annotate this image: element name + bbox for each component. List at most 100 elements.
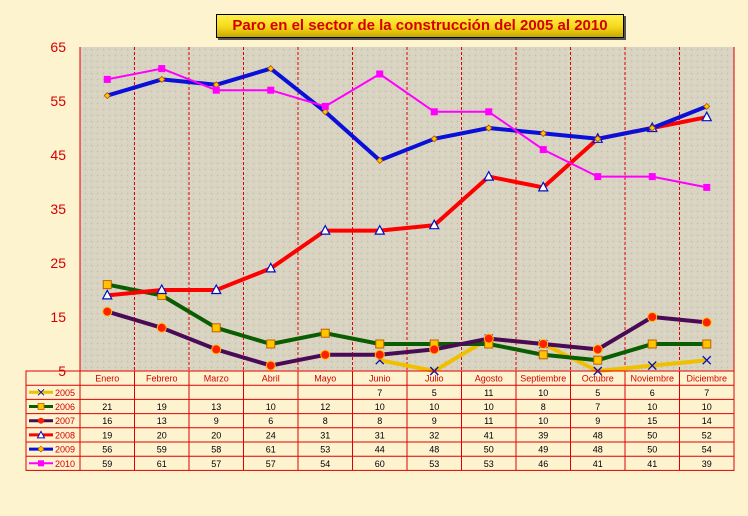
x-tick-label: Abril <box>262 374 280 384</box>
table-cell: 56 <box>102 445 112 455</box>
data-point <box>158 65 166 73</box>
table-cell: 6 <box>268 416 273 426</box>
table-cell: 19 <box>102 430 112 440</box>
legend-marker <box>37 388 45 396</box>
table-cell: 54 <box>702 445 712 455</box>
data-point <box>483 333 494 344</box>
data-point <box>647 361 657 371</box>
data-point <box>320 328 330 338</box>
x-tick-label: Junio <box>369 374 391 384</box>
table-cell: 5 <box>432 388 437 398</box>
table-cell: 10 <box>538 416 548 426</box>
data-point <box>211 323 221 333</box>
table-cell: 19 <box>157 402 167 412</box>
table-cell: 10 <box>429 402 439 412</box>
data-point <box>538 350 548 360</box>
table-cell: 48 <box>593 430 603 440</box>
table-cell: 50 <box>647 445 657 455</box>
data-point <box>374 349 385 360</box>
chart-title: Paro en el sector de la construcción del… <box>216 14 624 38</box>
table-cell: 7 <box>377 388 382 398</box>
table-cell: 57 <box>266 459 276 469</box>
data-point <box>430 135 438 143</box>
series-2007 <box>102 306 712 371</box>
legend-label: 2008 <box>55 430 75 440</box>
table-cell: 20 <box>157 430 167 440</box>
table-cell: 44 <box>375 445 385 455</box>
table-cell: 59 <box>157 445 167 455</box>
legend-marker <box>38 417 44 424</box>
table-cell: 48 <box>593 445 603 455</box>
legend-label: 2009 <box>55 445 75 455</box>
table-cell: 54 <box>320 459 330 469</box>
data-point <box>376 70 384 78</box>
table-cell: 50 <box>647 430 657 440</box>
data-point <box>319 224 331 235</box>
data-point <box>593 355 603 365</box>
data-point <box>702 339 712 349</box>
table-cell: 5 <box>595 388 600 398</box>
y-tick-label: 15 <box>50 309 66 325</box>
data-point <box>537 181 549 192</box>
data-point <box>375 339 385 349</box>
data-point <box>210 283 222 295</box>
table-cell: 49 <box>538 445 548 455</box>
table-cell: 21 <box>102 402 112 412</box>
y-tick-label: 35 <box>50 201 66 217</box>
y-tick-label: 55 <box>50 93 66 109</box>
table-cell: 48 <box>429 445 439 455</box>
table-cell: 10 <box>484 402 494 412</box>
table-cell: 15 <box>647 416 657 426</box>
data-point <box>483 170 495 181</box>
table-cell: 53 <box>429 459 439 469</box>
series-line-2009 <box>106 66 708 163</box>
table-cell: 11 <box>484 388 493 398</box>
x-tick-label: Marzo <box>204 374 229 384</box>
data-point <box>212 86 220 94</box>
table-cell: 20 <box>211 430 221 440</box>
table-cell: 39 <box>538 430 548 440</box>
data-point <box>428 218 440 230</box>
table-cell: 16 <box>102 416 112 426</box>
table-cell: 13 <box>157 416 167 426</box>
y-tick-label: 45 <box>50 147 66 163</box>
series-line-2006 <box>106 282 707 363</box>
table-cell: 8 <box>377 416 382 426</box>
x-tick-label: Agosto <box>475 374 503 384</box>
data-point <box>539 129 547 137</box>
table-cell: 7 <box>704 388 709 398</box>
data-point <box>102 280 112 290</box>
data-point <box>103 75 111 83</box>
table-cell: 10 <box>266 402 276 412</box>
data-point <box>702 355 712 365</box>
table-cell: 61 <box>266 445 276 455</box>
data-point <box>703 183 711 191</box>
data-point <box>102 306 113 317</box>
data-point <box>538 339 549 349</box>
table-cell: 31 <box>320 430 330 440</box>
series-line-2007 <box>106 309 707 368</box>
data-point <box>485 108 493 116</box>
data-point <box>485 124 493 132</box>
legend-label: 2010 <box>55 459 75 469</box>
legend-marker <box>37 445 45 453</box>
data-point <box>156 322 167 333</box>
x-tick-label: Mayo <box>314 374 336 384</box>
table-cell: 59 <box>102 459 112 469</box>
data-point <box>594 135 602 143</box>
legend-marker <box>38 460 44 467</box>
data-point <box>429 344 440 355</box>
data-point <box>648 173 656 181</box>
series-2006 <box>102 280 712 365</box>
table-cell: 46 <box>538 459 548 469</box>
data-point <box>101 289 113 300</box>
data-point <box>158 75 166 83</box>
data-point <box>703 102 711 110</box>
data-point <box>265 262 277 273</box>
legend-marker <box>36 430 46 439</box>
table-cell: 53 <box>320 445 330 455</box>
table-cell: 50 <box>484 445 494 455</box>
series-line-2010 <box>107 67 707 189</box>
table-cell: 9 <box>595 416 600 426</box>
